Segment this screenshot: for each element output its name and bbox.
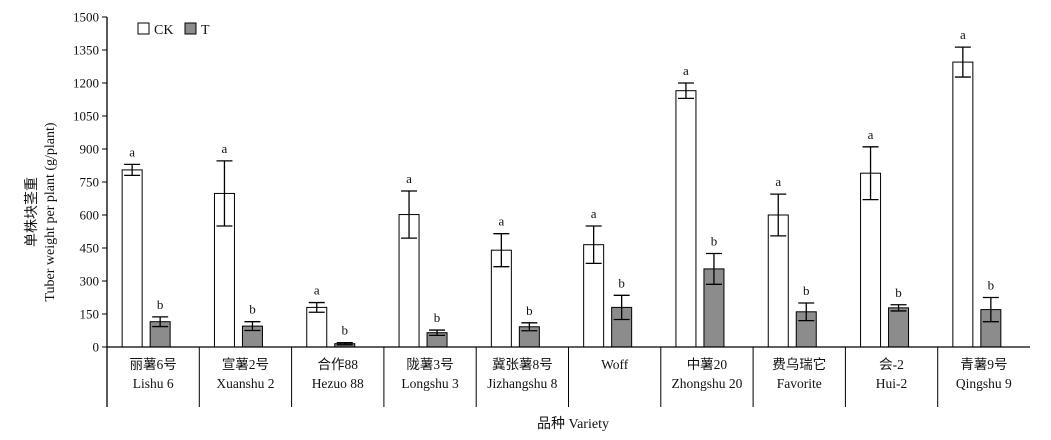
legend-label-ck: CK [154,23,173,38]
bar-ck [306,306,328,348]
significance-label: a [222,141,228,156]
significance-label: b [434,310,441,325]
bar-ck [952,61,974,348]
category-label-en: Woff [601,357,629,372]
category-label-cn: 会-2 [879,357,904,372]
category-label-cn: 丽薯6号 [130,357,177,372]
significance-label: a [683,63,689,78]
legend: CK T [137,22,210,38]
significance-label: a [314,283,320,298]
category-label-en: Longshu 3 [401,376,459,391]
y-tick-label: 750 [80,175,100,190]
category-label-en: Lishu 6 [133,376,174,391]
y-tick-label: 1350 [73,43,99,58]
significance-label: b [618,275,625,290]
significance-label: a [591,206,597,221]
legend-label-t: T [201,23,210,38]
significance-label: a [406,171,412,186]
bar-ck [675,90,697,348]
category-label-en: Hezuo 88 [312,376,364,391]
significance-label: b [803,283,810,298]
significance-label: b [895,285,902,300]
y-tick-label: 450 [80,241,100,256]
category-label-cn: 青薯9号 [960,357,1007,372]
y-tick-label: 1050 [73,109,99,124]
significance-label: b [711,234,718,249]
category-label-cn: 合作88 [318,357,359,372]
y-axis-title-en: Tuber weight per plant (g/plant) [43,122,58,301]
bar-ck [121,169,143,348]
category-label-en: Qingshu 9 [956,376,1012,391]
category-label-en: Xuanshu 2 [216,376,274,391]
x-axis-title: 品种 Variety [537,416,609,432]
category-label-en: Jizhangshu 8 [487,376,557,391]
x-axis: 丽薯6号 Lishu 6 宣薯2号 Xuanshu 2 合作88 Hezuo 88 陇薯3号… [107,346,1030,407]
bar-marks: a b a b a b a b a b a b a b a b a b a b [121,27,1002,348]
y-tick-label: 900 [80,142,100,157]
significance-label: b [157,297,164,312]
category-label-en: Zhongshu 20 [672,376,743,391]
significance-label: a [498,214,504,229]
y-tick-label: 150 [80,307,100,322]
category-label-cn: 陇薯3号 [406,357,453,372]
category-label-en: Favorite [777,376,822,391]
y-axis: 0 150 300 450 600 750 900 1050 1200 1350 1500 [73,10,108,407]
y-tick-label: 1200 [73,76,99,91]
significance-label: b [526,303,533,318]
y-tick-label: 600 [80,208,100,223]
significance-label: b [342,323,349,338]
significance-label: a [960,27,966,42]
significance-label: a [129,144,135,159]
legend-swatch-ck [137,22,150,35]
category-label-cn: 费乌瑞它 [772,356,826,372]
y-axis-title: 单株块茎重 Tuber weight per plant (g/plant) [24,122,58,301]
category-label-cn: 冀张薯8号 [492,357,553,372]
y-tick-label: 0 [93,340,100,355]
category-label-en: Hui-2 [876,376,908,391]
legend-swatch-t [184,22,197,35]
significance-label: b [249,302,256,317]
significance-label: a [868,127,874,142]
y-tick-label: 1500 [73,10,99,25]
y-tick-label: 300 [80,274,100,289]
significance-label: b [988,278,995,293]
bar-t [888,307,910,348]
significance-label: a [775,174,781,189]
y-axis-title-cn: 单株块茎重 [24,177,40,247]
category-label-cn: 中薯20 [687,357,728,372]
category-label-cn: 宣薯2号 [222,357,269,372]
